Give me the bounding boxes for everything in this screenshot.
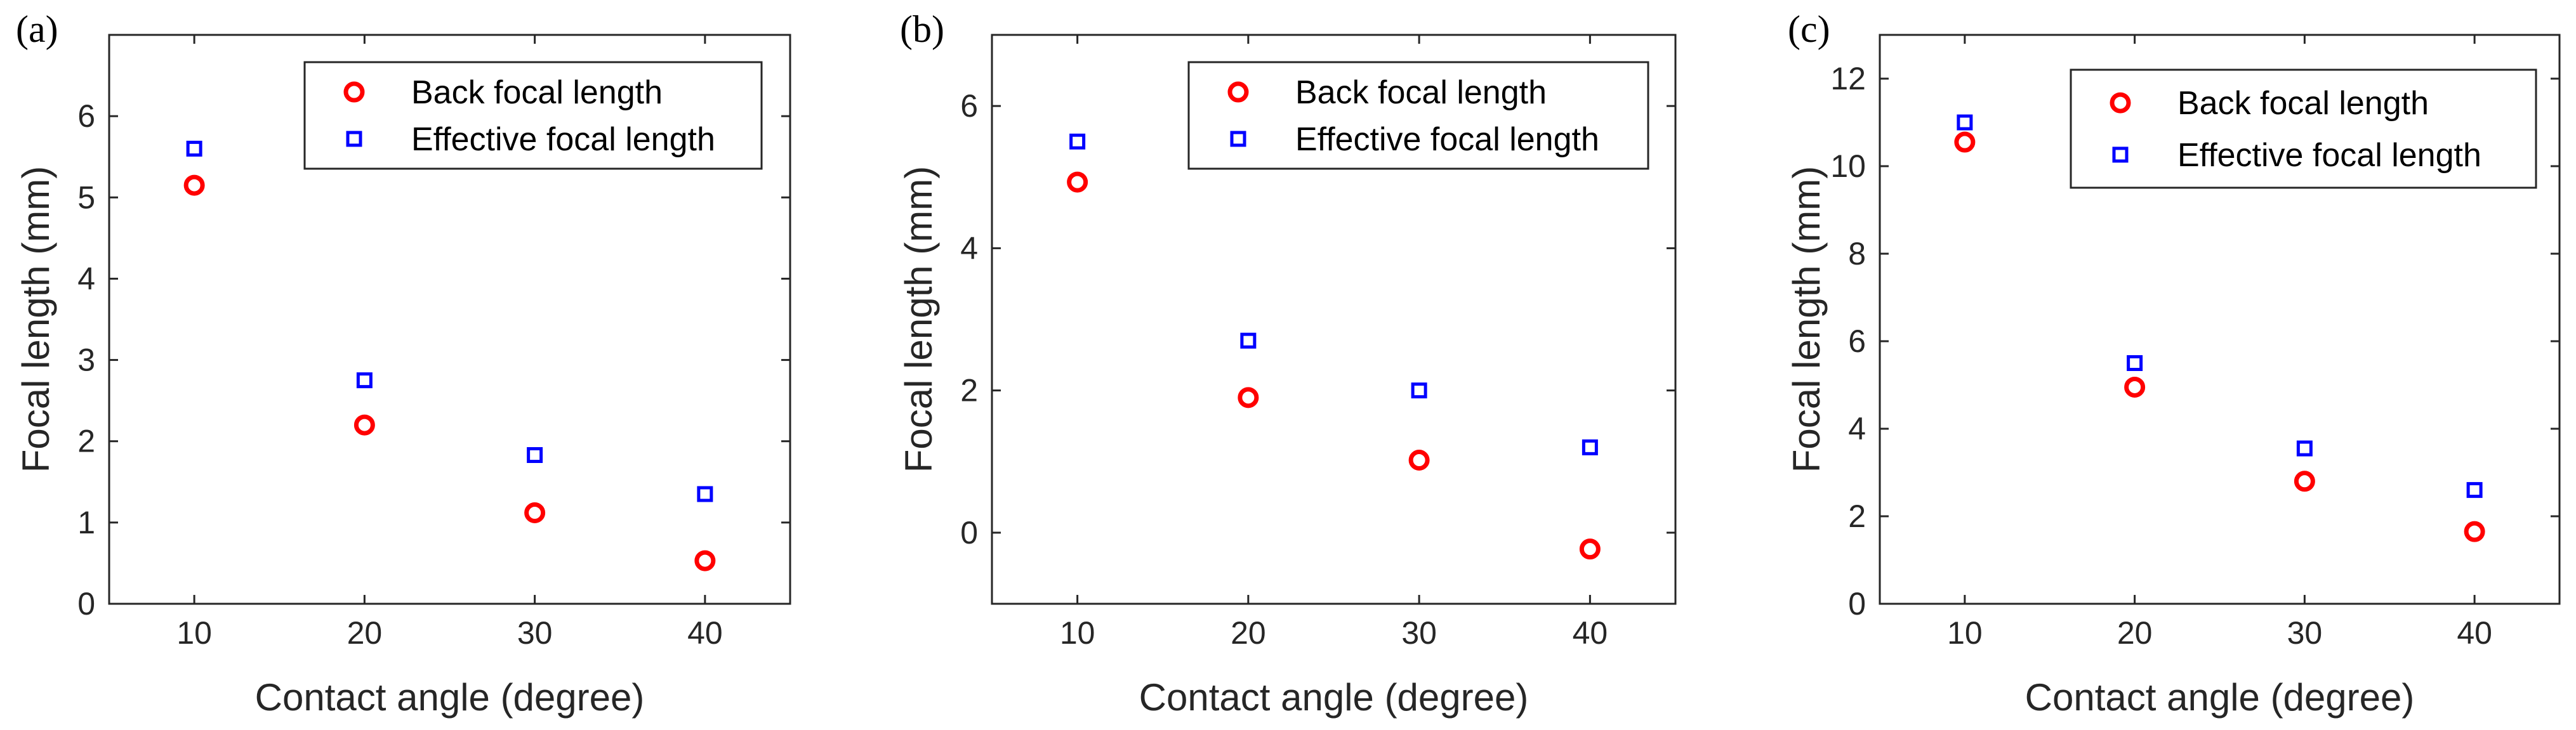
legend-marker-square <box>2112 147 2129 163</box>
y-tick-label: 6 <box>1848 323 1866 359</box>
data-point-back-focal-length <box>1579 538 1601 560</box>
legend-entry-label: Effective focal length <box>411 121 715 158</box>
plot-frame <box>1879 34 2561 605</box>
y-tick-label: 8 <box>1848 236 1866 271</box>
y-tick-label: 4 <box>1848 411 1866 446</box>
panel-label: (b) <box>900 8 944 50</box>
x-tick-label: 20 <box>347 615 383 651</box>
data-point-back-focal-length <box>524 502 546 523</box>
x-tick-label: 30 <box>1401 615 1437 651</box>
data-point-effective-focal-length <box>356 372 373 389</box>
data-point-effective-focal-length <box>527 446 543 463</box>
data-point-effective-focal-length <box>1069 133 1086 150</box>
x-tick-label: 10 <box>176 615 212 651</box>
panel-label: (a) <box>16 8 58 50</box>
legend-marker-square <box>1230 131 1246 147</box>
y-tick-label: 3 <box>77 342 95 378</box>
x-axis-label: Contact angle (degree) <box>1139 676 1529 719</box>
data-point-back-focal-length <box>183 174 205 196</box>
legend: Back focal length Effective focal length <box>303 61 763 170</box>
y-tick-label: 2 <box>960 373 978 408</box>
panel-label: (c) <box>1788 8 1830 50</box>
y-tick-label: 2 <box>77 424 95 459</box>
legend-entry-label: Back focal length <box>2177 85 2429 122</box>
data-point-back-focal-length <box>1954 131 1976 153</box>
y-tick-label: 4 <box>960 230 978 266</box>
y-tick-label: 0 <box>1848 586 1866 622</box>
legend-marker-circle <box>1227 81 1249 103</box>
data-point-back-focal-length <box>2464 521 2485 542</box>
data-point-effective-focal-length <box>186 140 202 157</box>
x-axis-label: Contact angle (degree) <box>255 676 645 719</box>
x-axis-label: Contact angle (degree) <box>2025 676 2415 719</box>
x-tick-label: 10 <box>1060 615 1095 651</box>
legend-box <box>2070 68 2537 189</box>
y-tick-label: 4 <box>77 261 95 296</box>
y-axis-label: Focal length (mm) <box>897 166 940 473</box>
chart-panel-3: 10 20 30 40 0 2 4 6 8 10 12 Contact angle (degree) F… <box>1785 8 2561 719</box>
x-tick-label: 30 <box>2287 615 2323 651</box>
data-point-effective-focal-length <box>2127 355 2143 371</box>
data-point-effective-focal-length <box>2466 482 2483 499</box>
y-tick-label: 2 <box>1848 499 1866 534</box>
legend-marker-circle <box>2110 92 2131 114</box>
legend: Back focal length Effective focal length <box>2070 68 2537 189</box>
legend-box <box>303 61 763 170</box>
plot-frame <box>108 34 791 605</box>
legend-marker-circle <box>343 81 365 103</box>
data-point-back-focal-length <box>2124 376 2146 398</box>
y-tick-label: 10 <box>1830 148 1866 184</box>
legend-entry-label: Back focal length <box>411 74 663 111</box>
legend: Back focal length Effective focal length <box>1187 61 1649 170</box>
data-point-back-focal-length <box>1408 450 1430 471</box>
data-point-back-focal-length <box>2294 471 2315 492</box>
y-tick-label: 0 <box>960 515 978 551</box>
y-tick-label: 12 <box>1830 61 1866 96</box>
data-point-back-focal-length <box>694 550 716 571</box>
x-tick-label: 40 <box>687 615 723 651</box>
plot-frame <box>991 34 1677 605</box>
y-tick-label: 6 <box>960 88 978 124</box>
data-point-effective-focal-length <box>1957 114 1973 131</box>
legend-box <box>1187 61 1649 170</box>
data-point-effective-focal-length <box>1411 382 1427 399</box>
y-tick-label: 5 <box>77 179 95 215</box>
x-tick-label: 10 <box>1947 615 1983 651</box>
y-axis-label: Focal length (mm) <box>1785 166 1828 473</box>
y-tick-label: 0 <box>77 586 95 622</box>
data-point-effective-focal-length <box>1582 439 1598 455</box>
legend-marker-square <box>346 131 362 147</box>
chart-panel-1: 10 20 30 40 0 1 2 3 4 5 6 Contact angle (degree) Foc… <box>15 8 791 719</box>
data-point-back-focal-length <box>1067 171 1088 193</box>
x-tick-label: 20 <box>1231 615 1266 651</box>
x-tick-label: 40 <box>1573 615 1608 651</box>
legend-entry-label: Back focal length <box>1295 74 1547 111</box>
x-tick-label: 20 <box>2117 615 2153 651</box>
legend-entry-label: Effective focal length <box>1295 121 1599 158</box>
x-tick-label: 40 <box>2457 615 2492 651</box>
x-tick-label: 30 <box>517 615 553 651</box>
data-point-effective-focal-length <box>2296 440 2313 457</box>
data-point-back-focal-length <box>353 414 375 436</box>
y-tick-label: 6 <box>77 98 95 134</box>
y-axis-label: Focal length (mm) <box>15 166 57 473</box>
data-point-effective-focal-length <box>697 486 713 502</box>
data-point-back-focal-length <box>1238 387 1259 408</box>
y-tick-label: 1 <box>77 505 95 540</box>
data-point-effective-focal-length <box>1240 332 1257 349</box>
chart-panel-2: 10 20 30 40 0 2 4 6 Contact angle (degree) Focal … <box>897 8 1677 719</box>
legend-entry-label: Effective focal length <box>2177 137 2481 174</box>
